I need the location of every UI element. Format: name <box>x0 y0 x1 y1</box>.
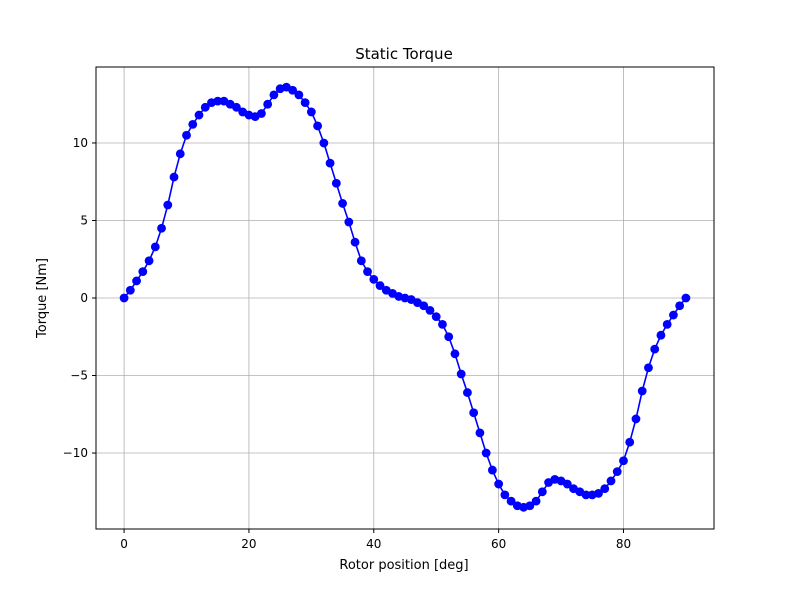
chart-title: Static Torque <box>355 45 453 63</box>
data-point <box>175 149 185 159</box>
data-point <box>306 107 316 117</box>
y-tick-label: 10 <box>73 136 88 150</box>
x-tick-label: 60 <box>491 537 506 551</box>
data-point <box>144 256 154 266</box>
data-point <box>669 310 678 320</box>
y-tick-label: 5 <box>80 213 88 227</box>
x-tick-label: 80 <box>616 537 631 551</box>
data-point <box>369 274 379 284</box>
data-point <box>157 223 166 233</box>
data-point <box>363 267 372 277</box>
data-point <box>506 496 516 506</box>
data-point <box>481 448 491 458</box>
x-tick-label: 0 <box>120 537 128 551</box>
data-point <box>232 102 241 112</box>
y-gridlines <box>96 142 714 454</box>
series-torque <box>119 82 691 512</box>
data-point <box>531 496 541 506</box>
data-point <box>681 293 691 303</box>
data-point <box>650 344 660 354</box>
data-point <box>163 200 173 210</box>
data-point <box>450 349 460 359</box>
y-axis-label: Torque [Nm] <box>35 258 50 339</box>
data-point <box>487 465 497 475</box>
x-axis-ticks: 0 20 40 60 80 <box>120 529 631 551</box>
data-point <box>325 158 335 168</box>
data-point <box>194 110 204 120</box>
data-point <box>263 99 273 109</box>
data-point <box>562 479 572 489</box>
data-point <box>500 490 510 500</box>
data-point <box>138 267 148 277</box>
data-point <box>182 130 191 140</box>
y-tick-label: −10 <box>63 446 88 460</box>
data-point <box>132 276 141 286</box>
data-point <box>675 301 685 311</box>
y-tick-label: 0 <box>80 291 88 305</box>
data-point <box>200 102 210 112</box>
data-point <box>125 285 135 295</box>
data-point <box>600 484 610 494</box>
data-point <box>375 281 385 290</box>
data-point <box>456 369 466 379</box>
data-point <box>606 476 616 486</box>
data-point <box>656 330 666 340</box>
data-point <box>475 428 485 438</box>
data-point <box>469 408 479 418</box>
data-point <box>537 487 547 497</box>
data-point <box>419 301 429 311</box>
data-point <box>594 488 603 498</box>
data-point <box>119 293 129 303</box>
data-point <box>213 96 223 106</box>
data-point <box>294 90 304 100</box>
data-point <box>350 237 360 247</box>
data-point <box>300 98 310 108</box>
data-point <box>313 121 323 131</box>
data-point <box>319 138 329 148</box>
data-point <box>344 217 354 227</box>
x-tick-label: 20 <box>241 537 256 551</box>
data-point <box>356 256 366 266</box>
data-point <box>662 319 672 329</box>
x-tick-label: 40 <box>366 537 381 551</box>
data-point <box>431 312 441 322</box>
data-point <box>625 437 635 447</box>
data-point <box>619 456 628 466</box>
data-point <box>269 90 279 100</box>
data-point <box>631 414 641 424</box>
data-point <box>425 306 435 315</box>
data-point <box>338 199 347 208</box>
data-point <box>257 109 266 118</box>
data-point <box>331 178 341 188</box>
data-point <box>637 386 647 396</box>
y-tick-label: −5 <box>70 369 88 383</box>
data-point <box>438 319 447 329</box>
data-point <box>444 332 454 342</box>
data-point <box>288 85 298 95</box>
data-point <box>525 501 535 511</box>
data-point <box>150 242 160 252</box>
data-point <box>169 172 179 182</box>
data-point <box>612 467 622 477</box>
data-point <box>581 490 591 500</box>
x-axis-label: Rotor position [deg] <box>339 558 468 573</box>
data-point <box>644 363 653 373</box>
data-point <box>463 388 472 397</box>
data-point <box>494 479 504 489</box>
data-point <box>188 119 198 129</box>
y-axis-ticks: −10 −5 0 5 10 <box>63 136 96 460</box>
